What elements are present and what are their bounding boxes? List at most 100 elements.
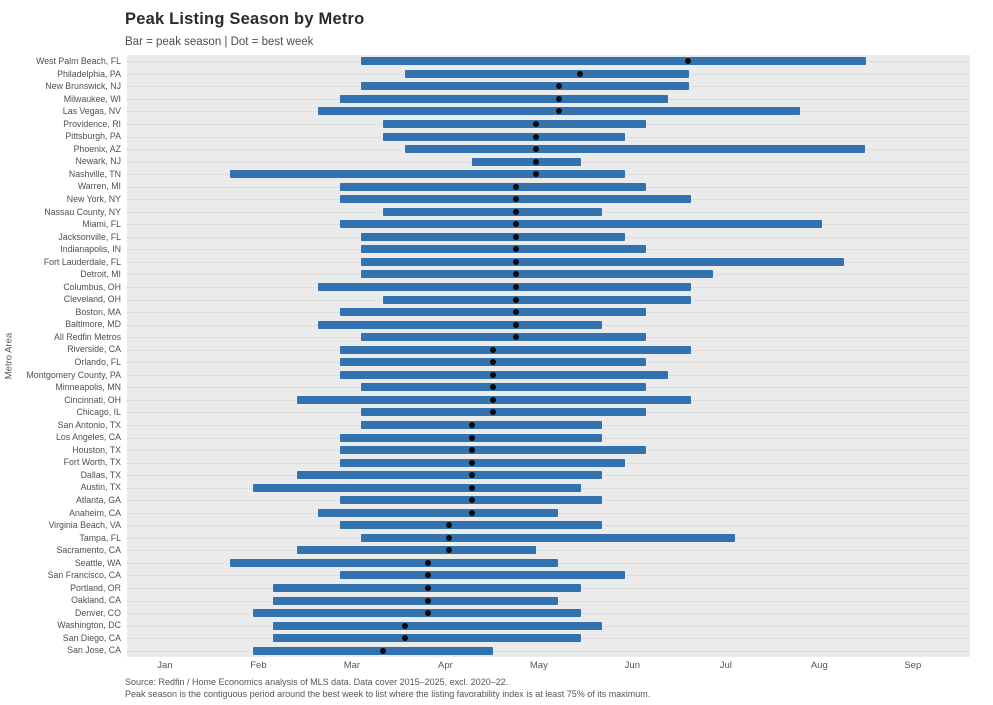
metro-label: Las Vegas, NV (62, 106, 121, 117)
season-bar (252, 609, 581, 618)
best-week-dot (490, 396, 497, 403)
season-bar (361, 420, 603, 429)
season-bar (273, 621, 603, 630)
best-week-dot (512, 321, 519, 328)
best-week-dot (490, 384, 497, 391)
metro-label: San Jose, CA (67, 645, 121, 656)
season-bar (361, 270, 713, 279)
best-week-dot (446, 534, 453, 541)
best-week-dot (424, 597, 431, 604)
best-week-dot (512, 246, 519, 253)
best-week-dot (424, 559, 431, 566)
season-bar (382, 295, 692, 304)
metro-label: Oakland, CA (71, 595, 121, 606)
metro-label: Cincinnati, OH (64, 394, 121, 405)
metro-label: Fort Worth, TX (63, 457, 121, 468)
metro-label: San Diego, CA (62, 632, 121, 643)
chart-title: Peak Listing Season by Metro (125, 10, 365, 28)
season-bar (361, 245, 647, 254)
metro-label: Baltimore, MD (65, 319, 121, 330)
metro-label: Phoenix, AZ (73, 143, 121, 154)
metro-label: Warren, MI (77, 181, 121, 192)
caption-line-1: Source: Redfin / Home Economics analysis… (125, 677, 509, 687)
metro-label: Riverside, CA (67, 344, 121, 355)
y-axis-metro-labels: West Palm Beach, FL Philadelphia, PA New B… (0, 55, 121, 657)
x-tick-label: Sep (904, 660, 922, 671)
metro-label: Fort Lauderdale, FL (43, 256, 121, 267)
metro-label: All Redfin Metros (54, 331, 121, 342)
metro-label: West Palm Beach, FL (36, 56, 121, 66)
best-week-dot (512, 258, 519, 265)
season-bar (361, 408, 647, 417)
plot-panel (127, 55, 970, 657)
best-week-dot (577, 70, 583, 77)
best-week-dot (533, 171, 540, 178)
season-bar (230, 170, 625, 179)
best-week-dot (533, 120, 540, 127)
best-week-dot (402, 635, 409, 642)
best-week-dot (512, 309, 519, 316)
x-tick-label: May (529, 660, 548, 671)
metro-label: Tampa, FL (79, 532, 121, 543)
season-bar (339, 220, 823, 229)
season-bar (339, 446, 647, 455)
season-bar (361, 383, 647, 392)
best-week-dot (512, 196, 519, 203)
season-bar (339, 370, 668, 379)
x-tick-label: Jul (719, 660, 732, 671)
best-week-dot (533, 158, 540, 165)
best-week-dot (556, 108, 563, 115)
season-bar (405, 69, 690, 78)
season-bar (361, 232, 625, 241)
metro-label: Montgomery County, PA (26, 369, 121, 380)
season-bar (339, 345, 692, 354)
best-week-dot (468, 459, 475, 466)
x-tick-label: Aug (810, 660, 828, 671)
best-week-dot (512, 221, 519, 228)
metro-label: Pittsburgh, PA (65, 131, 121, 142)
season-bar (318, 508, 559, 517)
best-week-dot (468, 509, 475, 516)
season-bar (361, 82, 690, 91)
metro-label: Philadelphia, PA (57, 68, 121, 79)
season-bar (339, 308, 647, 317)
metro-label: Sacramento, CA (56, 545, 121, 556)
best-week-dot (446, 547, 453, 554)
season-bar (405, 145, 866, 154)
best-week-dot (512, 208, 519, 215)
season-bar (318, 320, 603, 329)
metro-label: Austin, TX (80, 482, 121, 493)
best-week-dot (512, 233, 519, 240)
best-week-dot (512, 334, 519, 341)
metro-label: Chicago, IL (76, 407, 122, 418)
best-week-dot (468, 434, 475, 441)
metro-label: New York, NY (66, 193, 121, 204)
metro-label: Virginia Beach, VA (48, 520, 121, 531)
best-week-dot (533, 146, 540, 153)
best-week-dot (512, 284, 519, 291)
metro-label: Portland, OR (70, 582, 121, 593)
season-bar (296, 471, 603, 480)
season-bar (361, 57, 867, 66)
metro-label: San Antonio, TX (57, 419, 121, 430)
best-week-dot (512, 271, 519, 278)
best-week-dot (512, 183, 519, 190)
season-bar (361, 533, 736, 542)
best-week-dot (402, 622, 409, 629)
best-week-dot (468, 472, 475, 479)
x-tick-label: Feb (250, 660, 267, 671)
metro-label: Cleveland, OH (63, 294, 121, 305)
season-bar (361, 257, 844, 266)
x-axis-tick-labels: Jan Feb Mar Apr May Jun Jul Aug Sep (127, 660, 970, 674)
x-tick-label: Jan (157, 660, 173, 671)
season-bar (273, 634, 581, 643)
season-bar (339, 182, 647, 191)
best-week-dot (533, 133, 540, 140)
metro-label: Columbus, OH (63, 281, 121, 292)
metro-label: Dallas, TX (80, 469, 121, 480)
metro-label: San Francisco, CA (47, 570, 121, 581)
season-bar (471, 157, 581, 166)
best-week-dot (490, 346, 497, 353)
season-bar (361, 333, 647, 342)
